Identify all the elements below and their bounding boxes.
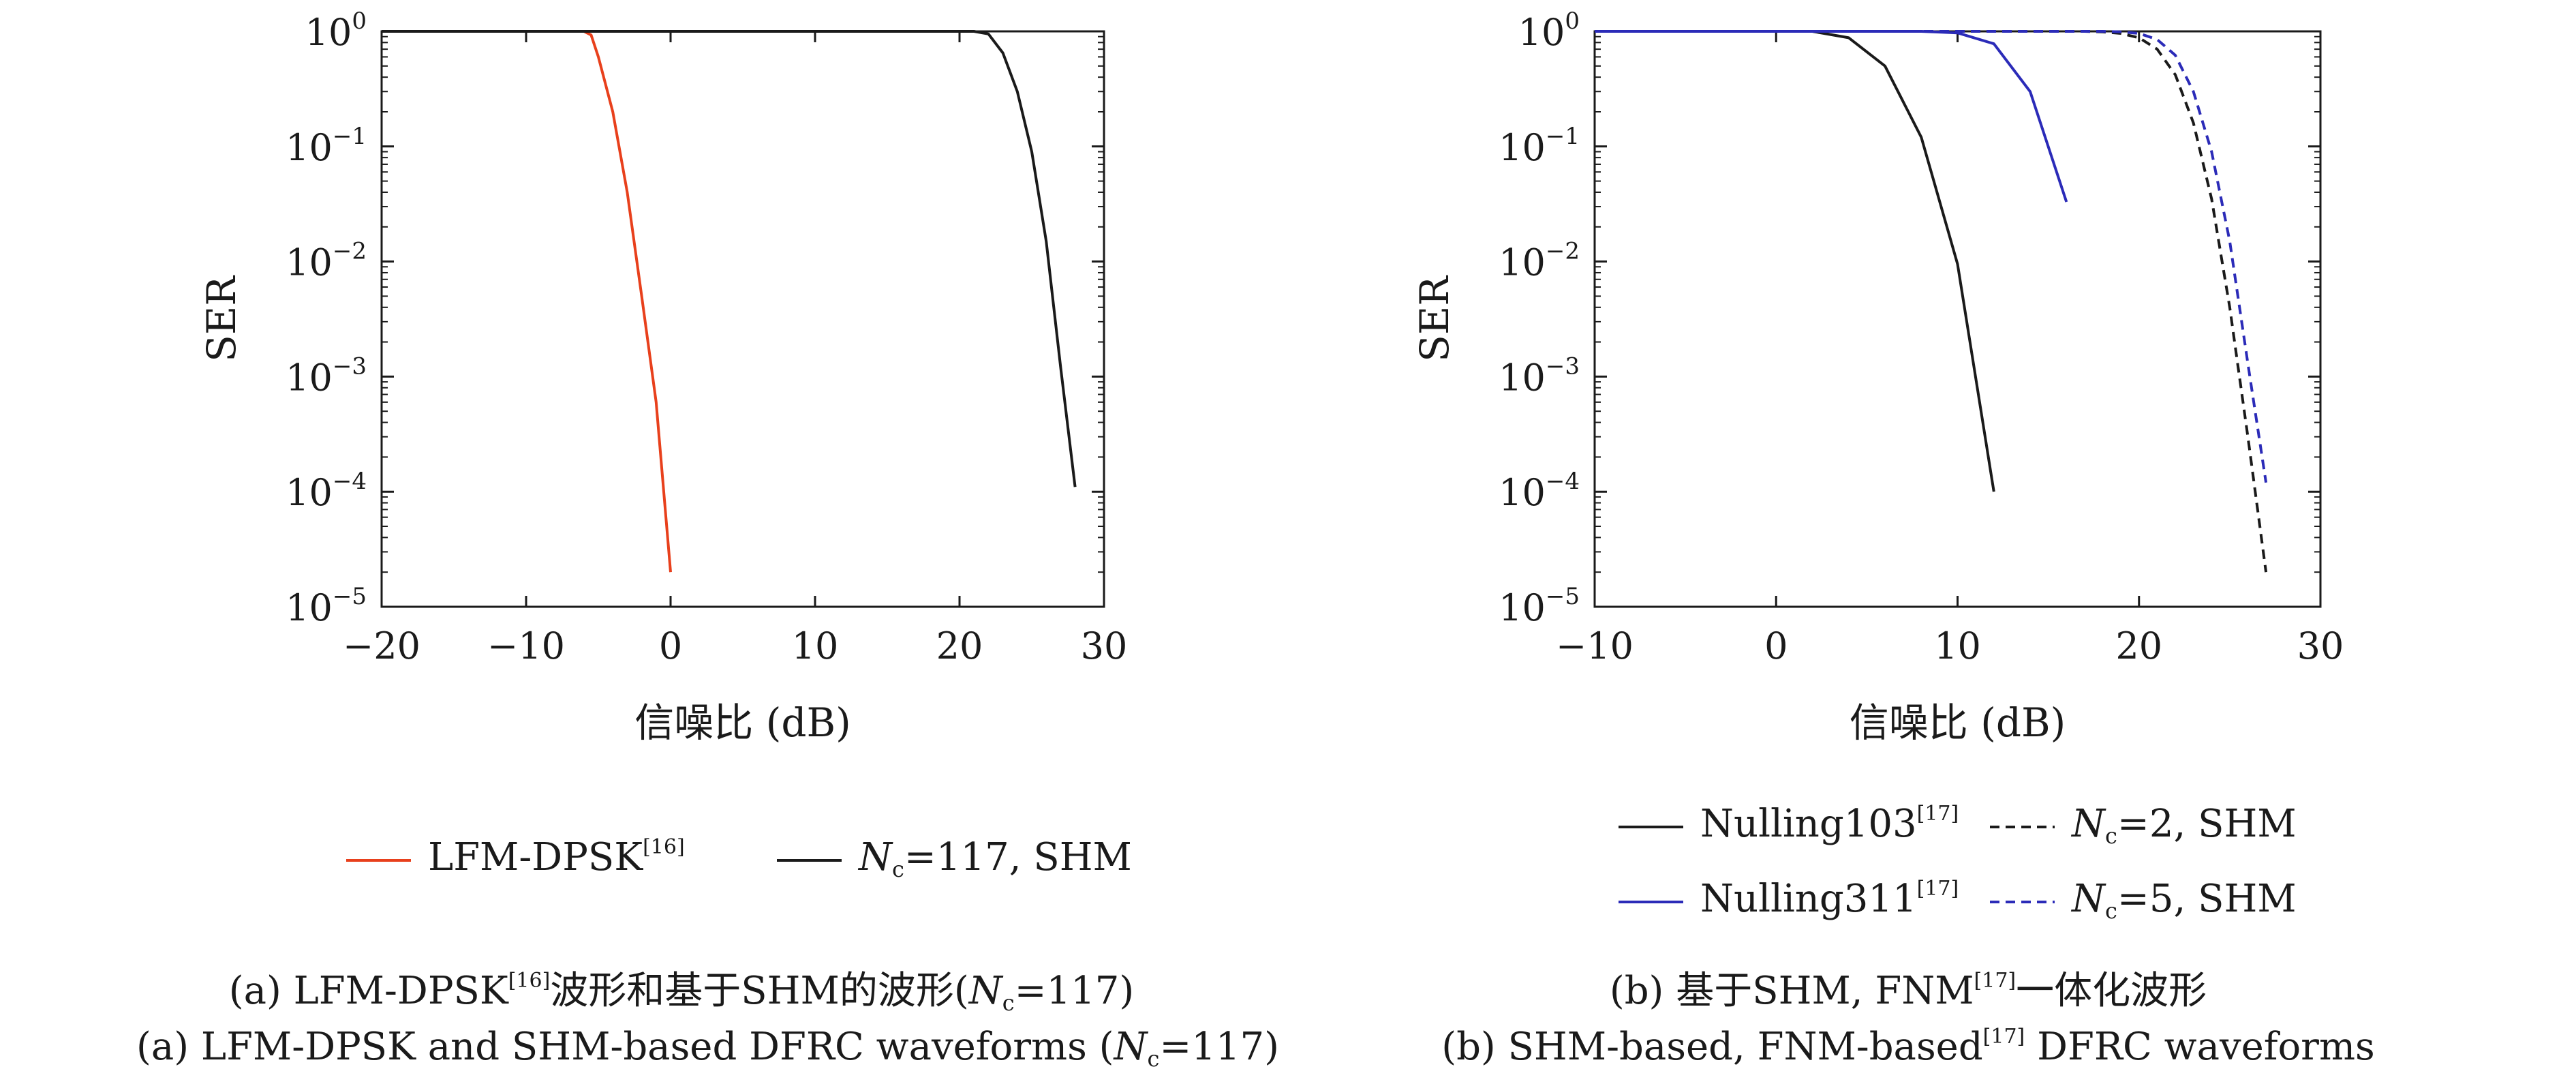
y-tick-label: 100 <box>305 7 367 54</box>
x-tick-label: 10 <box>1934 624 1981 667</box>
series-line-1 <box>1595 30 1995 492</box>
x-tick-label: 10 <box>792 624 839 667</box>
chart-panel-b: −10 0 10 20 30 100 10−1 10−2 10−3 10−4 10−5 信噪比 (dB… <box>1411 7 2344 746</box>
series-line-1 <box>382 30 672 573</box>
x-tick-label: −20 <box>343 624 420 667</box>
x-axis-label: 信噪比 (dB) <box>1850 699 2066 746</box>
legend-label: Nc=2, SHM <box>2072 802 2297 849</box>
x-tick-label: −10 <box>487 624 565 667</box>
x-tick-label: 30 <box>2297 624 2344 667</box>
y-tick-label: 10−4 <box>1499 468 1580 514</box>
chart-panel-a: −20 −10 0 10 20 30 100 10−1 10−2 10−3 10−4 10−5 信噪比 … <box>198 7 1127 746</box>
plot-frame <box>1593 30 2322 608</box>
y-tick-label: 10−3 <box>1499 352 1580 399</box>
y-tick-label: 10−2 <box>1499 238 1580 284</box>
y-tick-label: 10−5 <box>286 583 367 629</box>
series-line-2 <box>1595 30 2068 202</box>
legend-label: LFM-DPSK[16] <box>428 835 685 879</box>
caption-a-english: (a) LFM-DPSK and SHM-based DFRC waveform… <box>136 1025 1280 1072</box>
y-tick-label: 10−1 <box>286 123 367 169</box>
legend-label: Nc=5, SHM <box>2072 877 2297 924</box>
y-tick-label: 10−5 <box>1499 583 1580 629</box>
y-tick-label: 10−1 <box>1499 123 1580 169</box>
series-line-2 <box>382 30 1077 487</box>
legend-label: Nulling103[17] <box>1700 802 1959 846</box>
legend-label: Nc=117, SHM <box>859 835 1132 882</box>
y-tick-label: 10−3 <box>286 352 367 399</box>
legend-label: Nulling311[17] <box>1700 877 1959 921</box>
caption-b-chinese: (b) 基于SHM, FNM[17]一体化波形 <box>1609 969 2207 1013</box>
series-line-3 <box>1595 30 2268 573</box>
x-tick-label: 20 <box>936 624 983 667</box>
y-axis-label: SER <box>198 275 245 362</box>
caption-a-chinese: (a) LFM-DPSK[16]波形和基于SHM的波形(Nc=117) <box>228 969 1135 1016</box>
x-tick-label: 0 <box>659 624 682 667</box>
x-tick-label: −10 <box>1556 624 1634 667</box>
plot-frame <box>380 30 1105 608</box>
y-axis-label: SER <box>1411 275 1458 362</box>
x-tick-label: 30 <box>1081 624 1128 667</box>
y-tick-label: 10−4 <box>286 468 367 514</box>
x-tick-label: 20 <box>2115 624 2162 667</box>
x-tick-label: 0 <box>1764 624 1788 667</box>
caption-b-english: (b) SHM-based, FNM-based[17] DFRC wavefo… <box>1441 1025 2375 1069</box>
y-tick-label: 100 <box>1518 7 1580 54</box>
x-axis-label: 信噪比 (dB) <box>634 699 850 746</box>
y-tick-label: 10−2 <box>286 238 367 284</box>
series-line-4 <box>1595 30 2268 483</box>
